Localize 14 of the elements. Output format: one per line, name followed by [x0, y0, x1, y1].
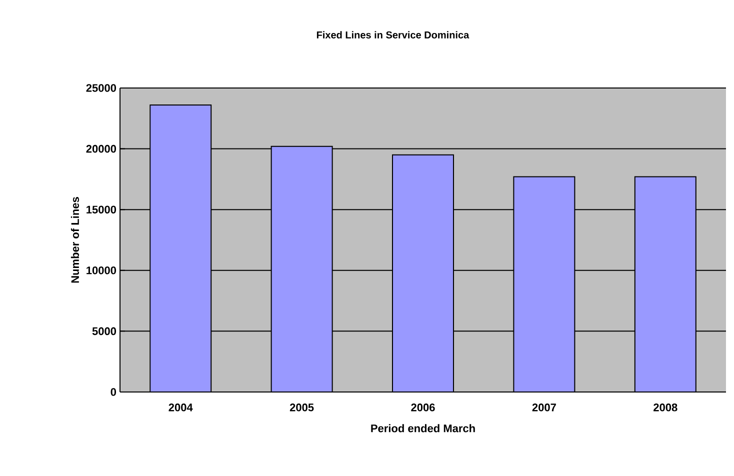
x-tick-label: 2004	[168, 404, 193, 412]
y-tick-label: 10000	[86, 266, 116, 274]
x-tick-label: 2008	[654, 404, 678, 412]
x-tick-label: 2006	[411, 404, 435, 412]
x-tick-label: 2005	[290, 404, 314, 412]
y-tick-label: 15000	[86, 206, 116, 214]
y-tick-label: 5000	[92, 327, 116, 336]
x-tick-label: 2007	[532, 404, 556, 412]
chart-title: Fixed Lines in Service Dominica	[316, 31, 470, 38]
y-tick-label: 0	[110, 388, 116, 396]
y-axis-title: Number of Lines	[70, 197, 80, 283]
y-tick-label: 25000	[86, 84, 116, 92]
y-tick-label: 20000	[86, 144, 116, 153]
x-axis-title: Period ended March	[371, 424, 475, 432]
